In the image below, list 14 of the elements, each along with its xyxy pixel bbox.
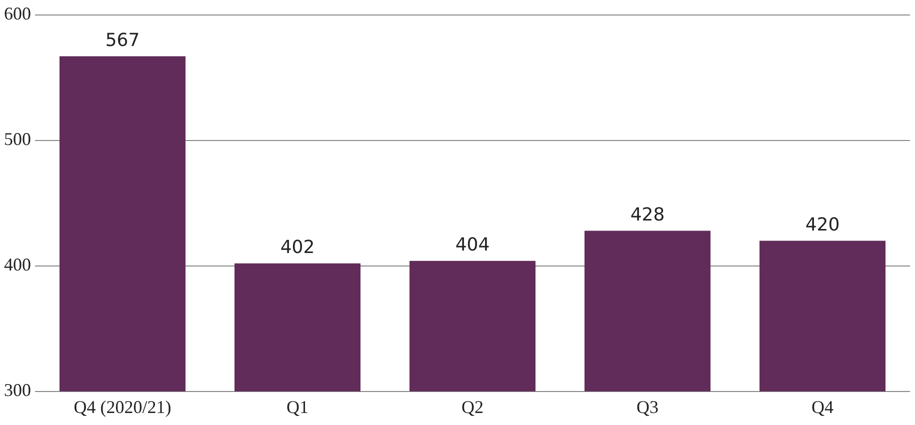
x-tick-label: Q1 [286, 396, 308, 417]
data-label: 567 [105, 30, 140, 51]
y-tick-label: 500 [4, 129, 31, 150]
x-tick-label: Q4 [812, 396, 834, 417]
data-label: 404 [455, 234, 490, 256]
y-tick-label: 400 [4, 254, 31, 275]
x-tick-label: Q4 (2020/21) [74, 396, 172, 417]
data-label: 428 [630, 204, 665, 226]
y-tick-label: 600 [4, 4, 31, 24]
x-tick-label: Q2 [462, 396, 484, 417]
data-label: 420 [805, 214, 840, 236]
x-tick-label: Q3 [636, 396, 658, 417]
data-label: 402 [280, 237, 315, 258]
y-tick-label: 300 [4, 380, 31, 400]
